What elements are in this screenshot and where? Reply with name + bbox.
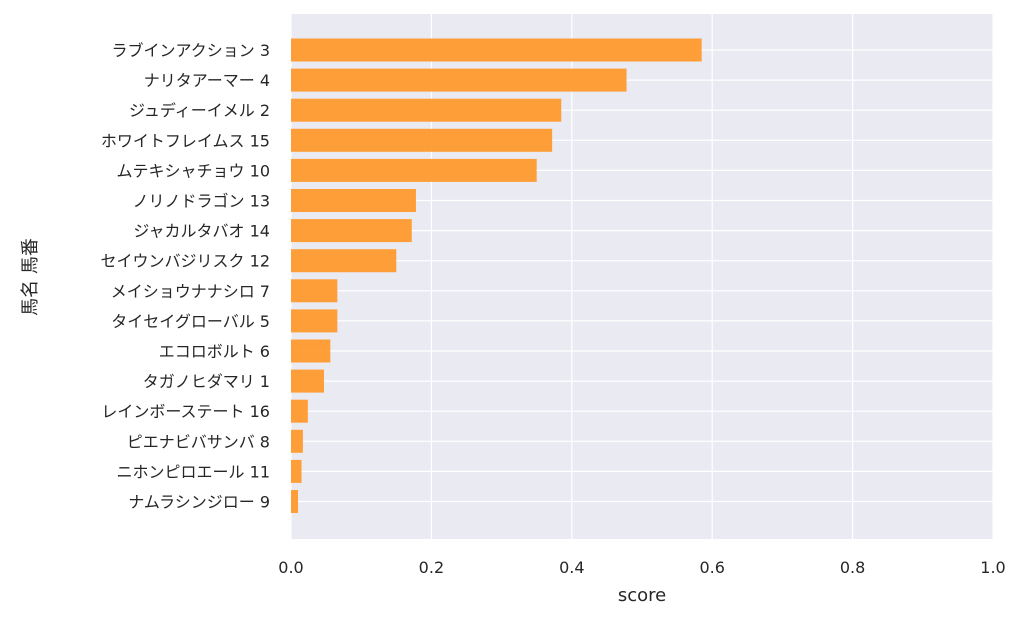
bar [291,38,702,62]
x-tick-label: 0.8 [840,558,865,577]
y-axis-label: 馬名 馬番 [20,238,41,316]
bar [291,459,302,483]
bar [291,279,338,303]
x-tick-labels: 0.0 0.2 0.4 0.6 0.8 1.0 [278,558,1005,577]
y-tick-label: ナムラシンジロー 9 [128,493,270,512]
bar [291,189,416,212]
y-tick-label: ホワイトフレイムス 15 [101,131,270,150]
y-tick-label: ノリノドラゴン 13 [133,192,270,211]
y-tick-labels: ラブインアクション 3 ナリタアーマー 4 ジュディーイメル 2 ホワイトフレイムス … [101,41,270,512]
y-tick-label: ムテキシャチョウ 10 [117,161,270,180]
bar [291,68,627,92]
y-tick-label: メイショウナナシロ 7 [111,282,270,301]
y-tick-label: ナリタアーマー 4 [144,71,270,90]
x-tick-label: 0.4 [559,558,584,577]
bar [291,339,331,363]
bar [291,369,324,393]
bar [291,158,537,182]
y-tick-label: セイウンバジリスク 12 [101,252,270,271]
y-tick-label: エコロボルト 6 [159,342,270,361]
x-tick-label: 0.0 [278,558,303,577]
y-tick-label: レインボーステート 16 [101,402,270,421]
x-axis-label: score [618,585,666,606]
y-tick-label: ジュディーイメル 2 [129,101,270,120]
bar [291,249,397,273]
bar [291,128,553,152]
y-tick-label: タイセイグローバル 5 [111,312,270,331]
bar [291,98,562,122]
y-tick-label: ニホンピロエール 11 [117,462,270,481]
bar [291,490,299,513]
y-tick-label: タガノヒダマリ 1 [143,372,270,391]
bar [291,219,412,243]
x-tick-label: 1.0 [980,558,1005,577]
x-tick-label: 0.2 [419,558,444,577]
y-tick-label: ピエナビバサンバ 8 [127,432,270,451]
y-tick-label: ラブインアクション 3 [112,41,270,60]
bars [291,38,702,513]
plot-area [291,14,993,539]
bar [291,399,308,423]
y-tick-label: ジャカルタバオ 14 [133,222,270,241]
x-tick-label: 0.6 [699,558,724,577]
bar [291,309,338,333]
bar [291,429,303,453]
